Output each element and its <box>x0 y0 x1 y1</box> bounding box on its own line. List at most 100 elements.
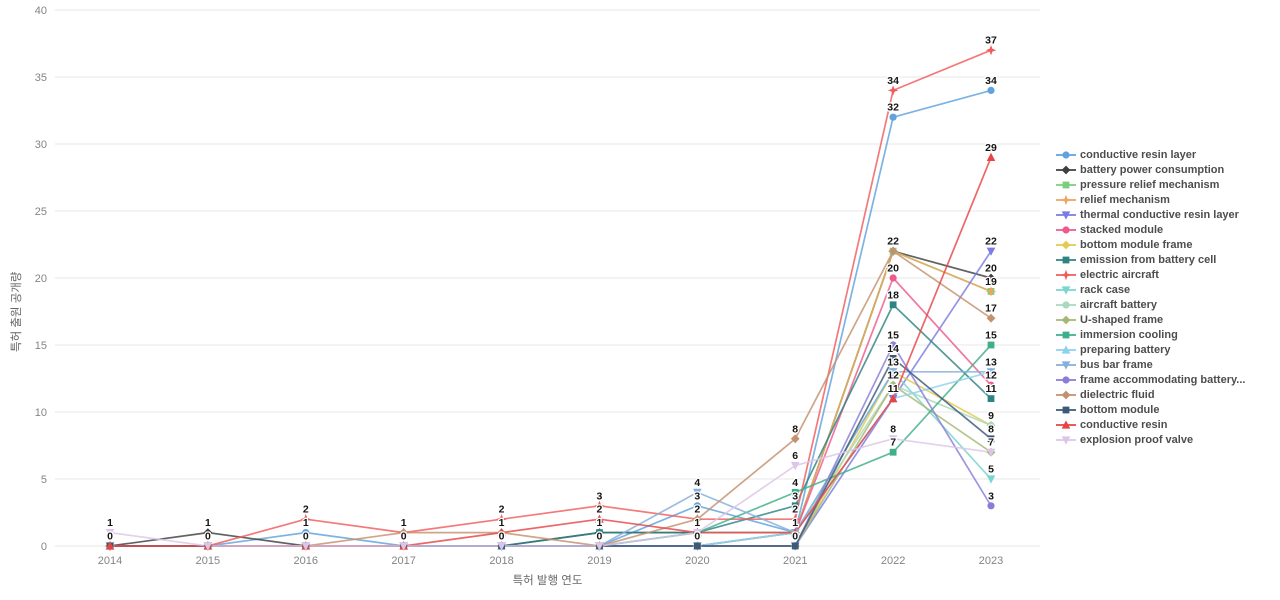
legend-label: aircraft battery <box>1080 298 1158 311</box>
data-label: 8 <box>890 423 896 435</box>
legend-label: dielectric fluid <box>1080 388 1155 401</box>
legend-item[interactable]: frame accommodating battery... <box>1056 372 1245 387</box>
series-marker-star <box>887 85 899 96</box>
legend-item[interactable]: conductive resin <box>1056 417 1245 432</box>
series-marker-circle <box>1062 225 1070 234</box>
series-line <box>109 437 992 547</box>
legend-item[interactable]: immersion cooling <box>1056 327 1245 342</box>
legend-item[interactable]: dielectric fluid <box>1056 387 1245 402</box>
data-label: 34 <box>985 75 997 87</box>
data-label: 32 <box>887 102 899 114</box>
legend-marker-icon <box>1056 165 1076 174</box>
data-label: 1 <box>401 517 407 529</box>
y-tick-label: 10 <box>35 407 47 419</box>
data-label: 5 <box>988 464 994 476</box>
data-label: 12 <box>985 370 997 382</box>
series-marker-circle <box>889 341 897 349</box>
series-marker-square <box>1062 181 1070 188</box>
series-marker-triangle-down <box>888 435 898 444</box>
series-marker-triangle-up <box>790 528 800 537</box>
legend-item[interactable]: rack case <box>1056 282 1245 297</box>
legend-marker-icon <box>1056 331 1076 338</box>
series-marker-circle <box>987 86 995 94</box>
legend-item[interactable]: stacked module <box>1056 222 1245 237</box>
series-marker-star <box>985 45 997 56</box>
data-label: 0 <box>694 531 700 543</box>
data-label: 1 <box>597 517 603 529</box>
legend-item[interactable]: U-shaped frame <box>1056 312 1245 327</box>
data-label: 0 <box>205 531 211 543</box>
legend-item[interactable]: conductive resin layer <box>1056 147 1245 162</box>
series-line <box>110 370 992 547</box>
y-tick-label: 35 <box>35 72 47 84</box>
x-tick-label: 2021 <box>783 555 807 567</box>
legend-item[interactable]: pressure relief mechanism <box>1056 177 1245 192</box>
legend-marker-icon <box>1056 181 1076 188</box>
legend-marker-icon <box>1056 285 1076 295</box>
series-marker-triangle-down <box>1061 210 1071 220</box>
legend-marker-icon <box>1056 315 1076 324</box>
legend-item[interactable]: aircraft battery <box>1056 297 1245 312</box>
legend-label: conductive resin <box>1080 418 1168 431</box>
series-marker-triangle-down <box>203 542 213 551</box>
legend-label: immersion cooling <box>1080 328 1178 341</box>
data-label: 7 <box>988 437 994 449</box>
series-marker-circle <box>693 502 701 510</box>
legend-item[interactable]: relief mechanism <box>1056 192 1245 207</box>
series-line <box>110 357 992 547</box>
series-marker-triangle-down <box>693 529 702 538</box>
series-marker-triangle-down <box>1061 360 1071 370</box>
legend-marker-icon <box>1056 435 1076 445</box>
data-label: 1 <box>499 517 505 529</box>
data-label: 3 <box>988 490 994 502</box>
series-marker-square <box>596 529 603 536</box>
data-label: 6 <box>792 450 798 462</box>
x-tick-label: 2020 <box>685 555 709 567</box>
legend-label: relief mechanism <box>1080 193 1170 206</box>
series-line <box>110 250 992 547</box>
x-tick-label: 2023 <box>979 555 1003 567</box>
series-marker-triangle-up <box>105 541 115 550</box>
data-label: 1 <box>303 517 309 529</box>
series-marker-diamond <box>1061 240 1071 249</box>
x-tick-label: 2016 <box>294 555 318 567</box>
series-marker-triangle-down <box>301 542 311 551</box>
legend-item[interactable]: bottom module frame <box>1056 237 1245 252</box>
legend-item[interactable]: explosion proof valve <box>1056 432 1245 447</box>
legend-item[interactable]: preparing battery <box>1056 342 1245 357</box>
legend-label: explosion proof valve <box>1080 433 1194 446</box>
series-marker-diamond <box>203 528 213 537</box>
legend-marker-icon <box>1056 406 1076 413</box>
legend-item[interactable]: battery power consumption <box>1056 162 1245 177</box>
legend-item[interactable]: emission from battery cell <box>1056 252 1245 267</box>
series-marker-square <box>987 395 995 402</box>
series-marker-triangle-down <box>105 529 115 538</box>
legend-marker-icon <box>1056 194 1076 205</box>
y-tick-label: 30 <box>35 139 47 151</box>
series-marker-triangle-down <box>1061 435 1071 445</box>
series-line <box>110 370 992 547</box>
data-label: 8 <box>988 423 994 435</box>
legend-item[interactable]: thermal conductive resin layer <box>1056 207 1245 222</box>
legend-label: battery power consumption <box>1080 163 1225 176</box>
legend-item[interactable]: bus bar frame <box>1056 357 1245 372</box>
data-label: 2 <box>694 504 700 516</box>
data-label: 8 <box>792 423 798 435</box>
legend-item[interactable]: bottom module <box>1056 402 1245 417</box>
data-label: 11 <box>985 383 996 395</box>
series-marker-diamond <box>888 246 898 256</box>
legend-marker-icon <box>1056 390 1076 399</box>
x-tick-label: 2015 <box>196 555 220 567</box>
data-label: 20 <box>887 263 899 275</box>
data-label: 0 <box>499 531 505 543</box>
legend-label: emission from battery cell <box>1080 253 1217 266</box>
data-label: 0 <box>792 531 798 543</box>
series-marker-triangle-up <box>1061 344 1071 354</box>
legend-label: bus bar frame <box>1080 358 1153 371</box>
legend-item[interactable]: electric aircraft <box>1056 267 1245 282</box>
series-marker-diamond <box>888 380 898 390</box>
legend-label: U-shaped frame <box>1080 313 1164 326</box>
series-marker-square <box>693 542 701 550</box>
